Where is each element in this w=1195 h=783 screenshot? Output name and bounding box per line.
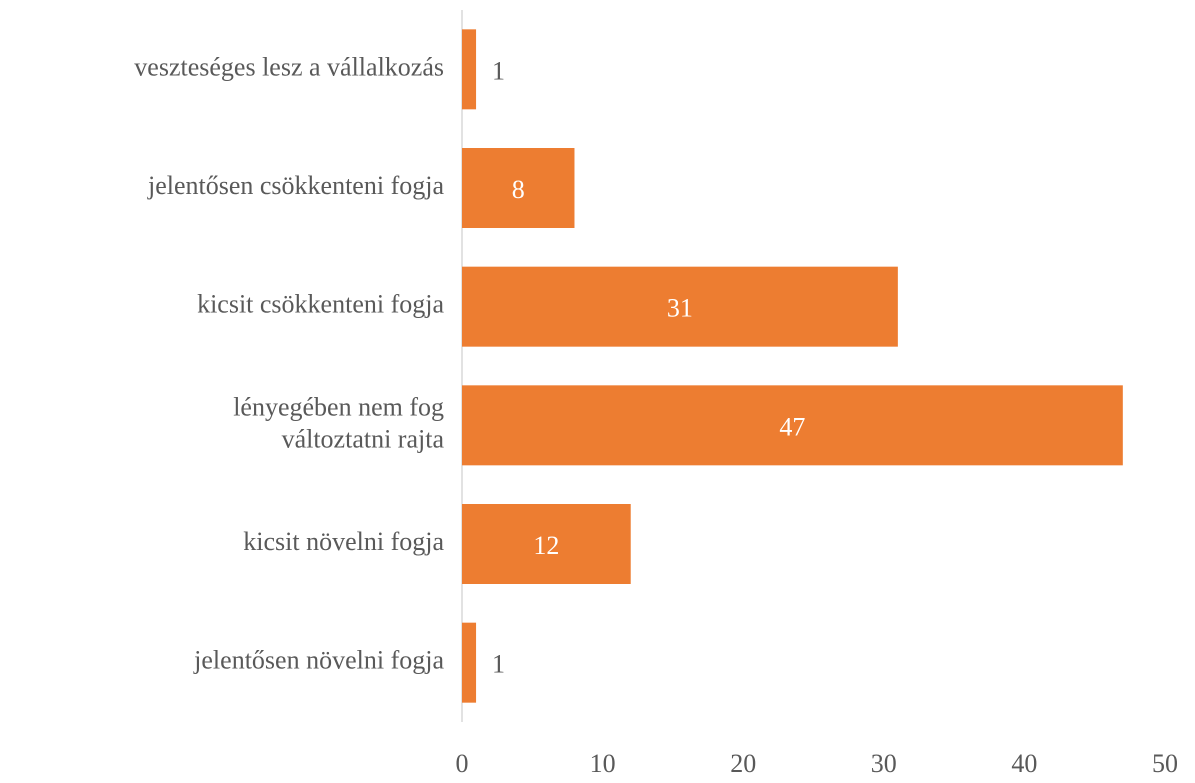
x-tick-label: 50 [1152,749,1178,778]
data-label: 1 [492,56,505,85]
data-label: 1 [492,650,505,679]
x-tick-label: 30 [871,749,897,778]
y-tick-label: veszteséges lesz a vállalkozás [134,52,444,81]
y-tick-label: jelentősen csökkenteni fogja [147,171,444,200]
data-label: 8 [512,175,525,204]
x-tick-label: 40 [1011,749,1037,778]
y-tick-label: kicsit növelni fogja [243,527,444,556]
bar [462,385,1123,466]
x-tick-label: 20 [730,749,756,778]
bar [462,266,898,347]
bar [462,29,477,110]
y-tick-label: jelentősen növelni fogja [193,646,444,675]
bar [462,504,631,584]
data-label: 12 [533,531,559,560]
y-tick-label: kicsit csökkenteni fogja [197,290,444,319]
data-label: 47 [779,412,805,441]
y-tick-label: lényegében nem fog változtatni rajta [233,392,444,453]
bar [462,148,575,228]
data-label: 31 [667,294,693,323]
x-tick-label: 0 [456,749,469,778]
x-tick-label: 10 [590,749,616,778]
bar [462,622,477,703]
